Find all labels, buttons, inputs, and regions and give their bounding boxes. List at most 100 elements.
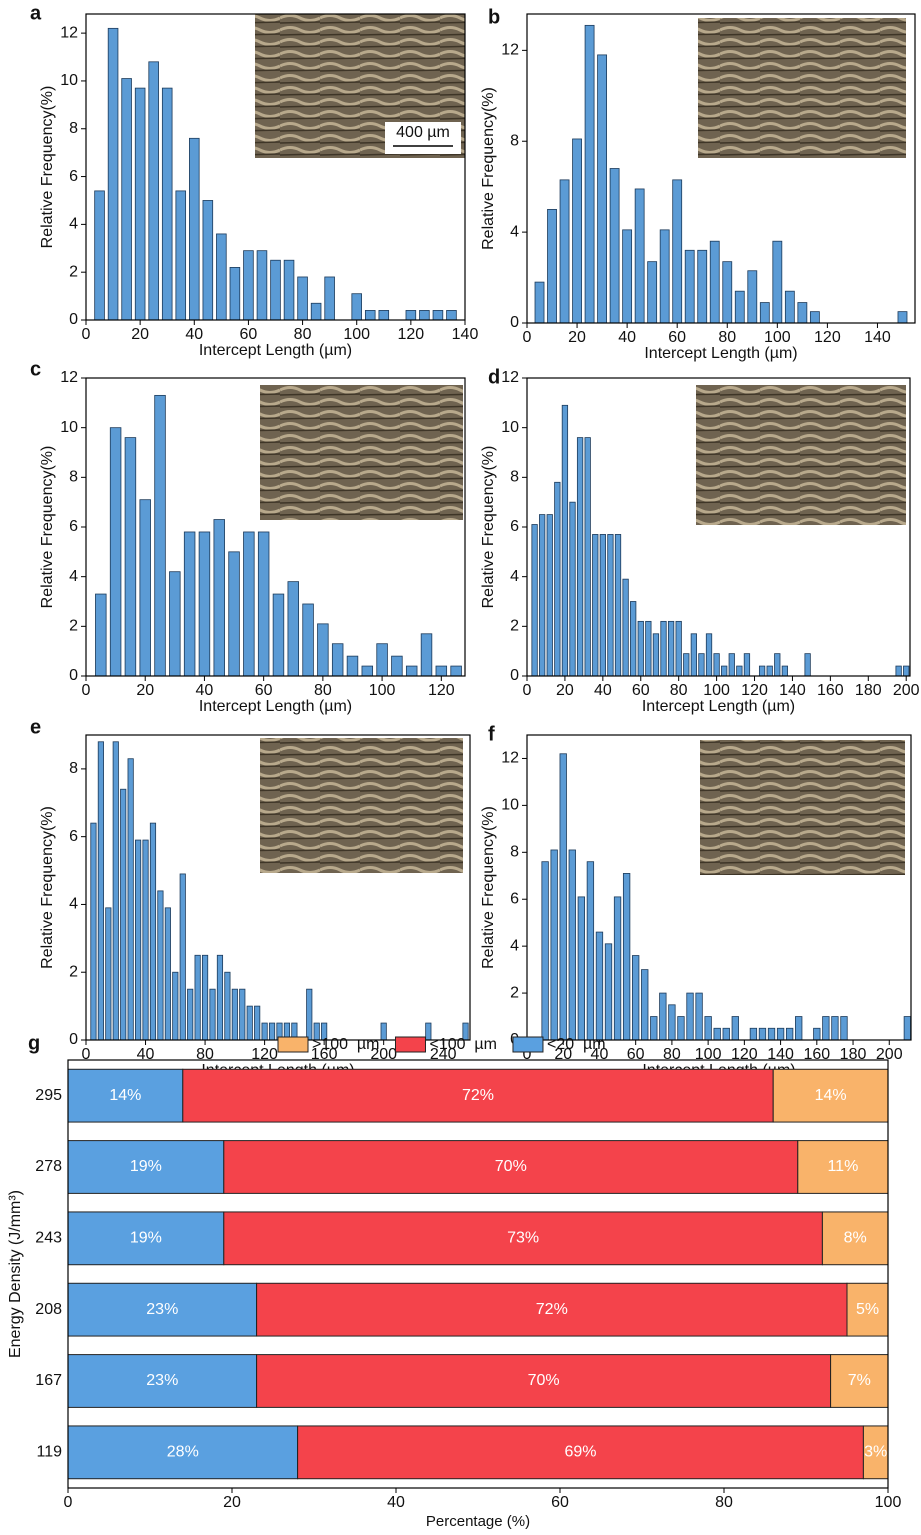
bar (173, 972, 178, 1040)
bar (230, 267, 240, 320)
bar (904, 1017, 911, 1040)
bar (585, 438, 590, 676)
value-label: 14% (815, 1087, 847, 1104)
bar (229, 552, 240, 676)
x-tick-label: 140 (779, 682, 806, 699)
micrograph-inset (260, 738, 463, 873)
bar (898, 312, 907, 323)
bar (542, 862, 549, 1040)
bar (773, 241, 782, 323)
bar (421, 634, 432, 676)
y-tick-label: 2 (69, 963, 78, 980)
x-axis-label: Intercept Length (µm) (644, 345, 797, 362)
bar (98, 742, 103, 1040)
bar (240, 989, 245, 1040)
x-tick-label: 180 (840, 1046, 867, 1063)
bar (122, 79, 132, 320)
bar (585, 25, 594, 323)
bar (113, 742, 118, 1040)
x-tick-label: 20 (223, 1494, 241, 1511)
value-label: 70% (528, 1372, 560, 1389)
bar (729, 654, 734, 676)
bar (121, 789, 126, 1040)
x-tick-label: 0 (82, 326, 91, 343)
bar (158, 891, 163, 1040)
bar (573, 139, 582, 323)
x-tick-label: 0 (82, 1046, 91, 1063)
bar (648, 262, 657, 323)
value-label: 11% (827, 1158, 858, 1175)
bar (548, 209, 557, 323)
bar (653, 634, 658, 676)
value-label: 73% (507, 1230, 539, 1247)
bar (685, 250, 694, 323)
legend-swatch (513, 1037, 543, 1052)
bar (721, 666, 726, 676)
bar (623, 873, 630, 1040)
y-tick-label: 12 (501, 42, 519, 59)
bar (451, 666, 462, 676)
bar (767, 666, 772, 676)
x-tick-label: 120 (731, 1046, 758, 1063)
x-tick-label: 40 (618, 329, 636, 346)
x-tick-label: 80 (715, 1494, 733, 1511)
bar (669, 1005, 676, 1040)
bar (269, 1023, 274, 1040)
x-tick-label: 100 (343, 326, 370, 343)
bar (646, 621, 651, 676)
bar (623, 579, 628, 676)
y-tick-label: 278 (35, 1158, 62, 1175)
x-tick-label: 20 (136, 682, 154, 699)
x-tick-label: 60 (551, 1494, 569, 1511)
legend-swatch (395, 1037, 425, 1052)
x-tick-label: 140 (767, 1046, 794, 1063)
bar (593, 534, 598, 676)
y-tick-label: 0 (69, 667, 78, 684)
y-tick-label: 0 (69, 1031, 78, 1048)
x-tick-label: 20 (131, 326, 149, 343)
y-tick-label: 8 (69, 760, 78, 777)
bar (106, 908, 111, 1040)
bar (140, 500, 151, 676)
bar (110, 428, 121, 676)
panel-label: e (30, 716, 41, 738)
bar (723, 262, 732, 323)
bar (750, 1028, 757, 1040)
y-tick-label: 12 (60, 369, 78, 386)
panel-label: c (30, 358, 41, 380)
y-tick-label: 10 (501, 419, 519, 436)
panel-label: b (488, 6, 500, 28)
x-tick-label: 0 (523, 329, 532, 346)
bar (598, 55, 607, 323)
value-label: 23% (146, 1372, 178, 1389)
bar (562, 405, 567, 676)
bar (600, 534, 605, 676)
bar (180, 874, 185, 1040)
y-tick-label: 167 (35, 1372, 62, 1389)
bar (352, 294, 362, 320)
x-axis-label: Percentage (%) (426, 1513, 530, 1530)
bar (143, 840, 148, 1040)
bar (805, 654, 810, 676)
x-axis-label: Intercept Length (µm) (199, 342, 352, 359)
bar (759, 1028, 766, 1040)
y-tick-label: 0 (510, 314, 519, 331)
x-tick-label: 40 (185, 326, 203, 343)
y-tick-label: 2 (69, 263, 78, 280)
bar (199, 532, 210, 676)
bar (608, 534, 613, 676)
x-tick-label: 100 (703, 682, 730, 699)
y-tick-label: 2 (510, 618, 519, 635)
y-tick-label: 4 (69, 896, 78, 913)
value-label: 23% (146, 1301, 178, 1318)
bar (737, 666, 742, 676)
y-tick-label: 2 (69, 618, 78, 635)
bar (447, 310, 457, 320)
panel-label: d (488, 366, 500, 388)
bar (258, 532, 269, 676)
x-axis-label: Intercept Length (µm) (642, 698, 795, 715)
bar (135, 88, 145, 320)
bar (135, 840, 140, 1040)
bar (95, 594, 106, 676)
y-tick-label: 8 (69, 469, 78, 486)
